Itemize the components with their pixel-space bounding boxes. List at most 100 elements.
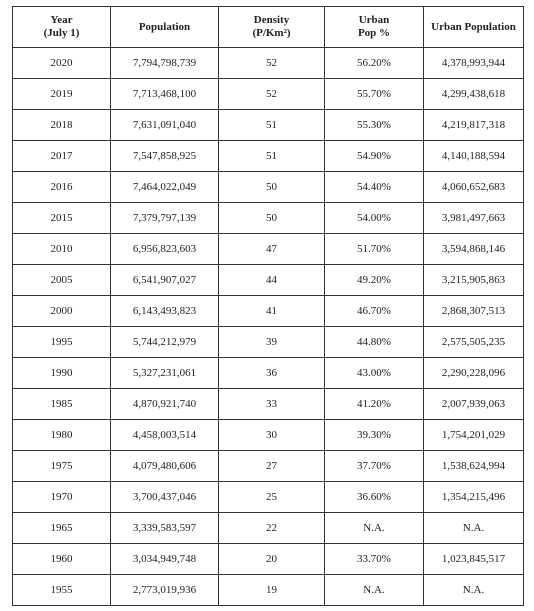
cell-year: 1955 <box>12 574 111 606</box>
table-row: 1965 3,339,583,597 22 N.A. N.A. <box>12 512 524 544</box>
cell-density: 22 <box>218 512 325 544</box>
cell-year: 1975 <box>12 450 111 482</box>
cell-density: 52 <box>218 47 325 79</box>
cell-population: 4,458,003,514 <box>110 419 219 451</box>
cell-urban-population: 4,140,188,594 <box>423 140 524 172</box>
cell-population: 3,700,437,046 <box>110 481 219 513</box>
header-density: Density (P/Km²) <box>218 6 325 48</box>
cell-urban-population: 4,378,993,944 <box>423 47 524 79</box>
header-density-line1: Density <box>253 14 290 26</box>
population-table-container: Year (July 1) Population Density (P/Km²)… <box>12 6 524 606</box>
table-row: 1995 5,744,212,979 39 44.80% 2,575,505,235 <box>12 326 524 358</box>
cell-population: 5,327,231,061 <box>110 357 219 389</box>
cell-urban-population: 1,754,201,029 <box>423 419 524 451</box>
cell-urban-pop-percent: 41.20% <box>324 388 424 420</box>
cell-urban-pop-percent: 49.20% <box>324 264 424 296</box>
table-row: 1970 3,700,437,046 25 36.60% 1,354,215,496 <box>12 481 524 513</box>
cell-urban-pop-percent: 36.60% <box>324 481 424 513</box>
cell-urban-pop-percent: 56.20% <box>324 47 424 79</box>
cell-urban-pop-percent: 54.40% <box>324 171 424 203</box>
cell-density: 52 <box>218 78 325 110</box>
cell-year: 2016 <box>12 171 111 203</box>
table-row: 2005 6,541,907,027 44 49.20% 3,215,905,863 <box>12 264 524 296</box>
cell-year: 2000 <box>12 295 111 327</box>
cell-urban-population: 3,215,905,863 <box>423 264 524 296</box>
header-row: Year (July 1) Population Density (P/Km²)… <box>12 6 524 48</box>
cell-density: 50 <box>218 202 325 234</box>
cell-urban-pop-percent: 54.00% <box>324 202 424 234</box>
header-urban-line2: Pop % <box>357 27 391 39</box>
table-row: 1980 4,458,003,514 30 39.30% 1,754,201,029 <box>12 419 524 451</box>
header-year-line1: Year <box>50 14 73 26</box>
cell-density: 20 <box>218 543 325 575</box>
cell-year: 2020 <box>12 47 111 79</box>
cell-urban-population: 1,354,215,496 <box>423 481 524 513</box>
cell-density: 30 <box>218 419 325 451</box>
cell-year: 2010 <box>12 233 111 265</box>
cell-density: 51 <box>218 140 325 172</box>
header-population-line1: Population <box>138 20 191 33</box>
cell-year: 2018 <box>12 109 111 141</box>
table-row: 1975 4,079,480,606 27 37.70% 1,538,624,994 <box>12 450 524 482</box>
cell-urban-pop-percent: N.A. <box>324 512 424 544</box>
cell-population: 7,464,022,049 <box>110 171 219 203</box>
cell-urban-population: 1,538,624,994 <box>423 450 524 482</box>
cell-urban-population: N.A. <box>423 512 524 544</box>
table-row: 2018 7,631,091,040 51 55.30% 4,219,817,318 <box>12 109 524 141</box>
header-year-line2: (July 1) <box>43 27 80 39</box>
cell-urban-population: 1,023,845,517 <box>423 543 524 575</box>
cell-urban-pop-percent: 43.00% <box>324 357 424 389</box>
table-row: 2019 7,713,468,100 52 55.70% 4,299,438,618 <box>12 78 524 110</box>
cell-year: 1965 <box>12 512 111 544</box>
cell-year: 2015 <box>12 202 111 234</box>
cell-population: 3,034,949,748 <box>110 543 219 575</box>
cell-year: 1960 <box>12 543 111 575</box>
cell-density: 44 <box>218 264 325 296</box>
cell-urban-population: 2,007,939,063 <box>423 388 524 420</box>
table-row: 2000 6,143,493,823 41 46.70% 2,868,307,513 <box>12 295 524 327</box>
cell-population: 6,143,493,823 <box>110 295 219 327</box>
cell-density: 33 <box>218 388 325 420</box>
cell-year: 2017 <box>12 140 111 172</box>
cell-urban-population: 3,981,497,663 <box>423 202 524 234</box>
cell-density: 36 <box>218 357 325 389</box>
cell-density: 51 <box>218 109 325 141</box>
cell-urban-pop-percent: 54.90% <box>324 140 424 172</box>
cell-urban-population: N.A. <box>423 574 524 606</box>
table-row: 1955 2,773,019,936 19 N.A. N.A. <box>12 574 524 606</box>
cell-urban-population: 2,868,307,513 <box>423 295 524 327</box>
cell-density: 19 <box>218 574 325 606</box>
cell-density: 27 <box>218 450 325 482</box>
table-row: 2016 7,464,022,049 50 54.40% 4,060,652,683 <box>12 171 524 203</box>
cell-density: 41 <box>218 295 325 327</box>
cell-urban-pop-percent: 55.70% <box>324 78 424 110</box>
population-table: Year (July 1) Population Density (P/Km²)… <box>12 6 524 606</box>
cell-urban-pop-percent: 46.70% <box>324 295 424 327</box>
cell-density: 25 <box>218 481 325 513</box>
table-row: 2010 6,956,823,603 47 51.70% 3,594,868,146 <box>12 233 524 265</box>
cell-population: 2,773,019,936 <box>110 574 219 606</box>
cell-population: 7,631,091,040 <box>110 109 219 141</box>
cell-urban-population: 4,299,438,618 <box>423 78 524 110</box>
cell-population: 7,713,468,100 <box>110 78 219 110</box>
header-urban-population-line1: Urban Population <box>431 20 516 33</box>
cell-population: 4,870,921,740 <box>110 388 219 420</box>
cell-population: 6,541,907,027 <box>110 264 219 296</box>
cell-density: 47 <box>218 233 325 265</box>
table-row: 2020 7,794,798,739 52 56.20% 4,378,993,944 <box>12 47 524 79</box>
header-population: Population <box>110 6 219 48</box>
cell-population: 7,794,798,739 <box>110 47 219 79</box>
cell-population: 7,547,858,925 <box>110 140 219 172</box>
cell-year: 1995 <box>12 326 111 358</box>
cell-urban-pop-percent: 37.70% <box>324 450 424 482</box>
cell-urban-population: 2,290,228,096 <box>423 357 524 389</box>
cell-year: 1985 <box>12 388 111 420</box>
cell-population: 5,744,212,979 <box>110 326 219 358</box>
table-row: 2015 7,379,797,139 50 54.00% 3,981,497,663 <box>12 202 524 234</box>
cell-year: 1990 <box>12 357 111 389</box>
cell-urban-pop-percent: 39.30% <box>324 419 424 451</box>
cell-year: 1980 <box>12 419 111 451</box>
cell-urban-population: 4,060,652,683 <box>423 171 524 203</box>
cell-year: 2005 <box>12 264 111 296</box>
table-row: 1960 3,034,949,748 20 33.70% 1,023,845,517 <box>12 543 524 575</box>
